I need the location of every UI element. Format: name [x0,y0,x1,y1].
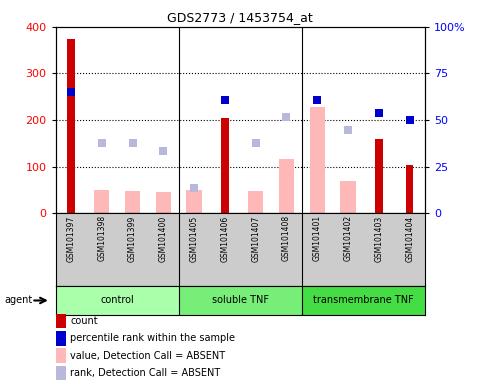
Text: control: control [100,295,134,306]
Bar [56,286,179,315]
Text: rank, Detection Call = ABSENT: rank, Detection Call = ABSENT [70,368,220,378]
Text: GSM101402: GSM101402 [343,215,353,262]
Bar [248,191,263,213]
Text: soluble TNF: soluble TNF [212,295,269,306]
Text: GSM101403: GSM101403 [374,215,384,262]
Bar [94,190,110,213]
Bar [186,190,202,213]
Text: percentile rank within the sample: percentile rank within the sample [70,333,235,343]
Text: GSM101406: GSM101406 [220,215,229,262]
Text: agent: agent [5,295,33,305]
Bar [406,165,413,213]
Bar [125,191,140,213]
Text: value, Detection Call = ABSENT: value, Detection Call = ABSENT [70,351,225,361]
Bar [302,286,425,315]
Bar [156,192,171,213]
Text: GSM101407: GSM101407 [251,215,260,262]
Text: count: count [70,316,98,326]
Text: GSM101399: GSM101399 [128,215,137,262]
Bar [221,118,229,213]
Text: transmembrane TNF: transmembrane TNF [313,295,414,306]
Bar [375,139,383,213]
Text: GSM101398: GSM101398 [97,215,106,262]
Bar [279,159,294,213]
Bar [179,286,302,315]
Text: GSM101408: GSM101408 [282,215,291,262]
Bar [67,38,75,213]
Bar [341,182,356,213]
Text: GSM101405: GSM101405 [190,215,199,262]
Text: GSM101400: GSM101400 [159,215,168,262]
Text: GSM101397: GSM101397 [67,215,75,262]
Title: GDS2773 / 1453754_at: GDS2773 / 1453754_at [168,11,313,24]
Bar [310,107,325,213]
Text: GSM101404: GSM101404 [405,215,414,262]
Text: GSM101401: GSM101401 [313,215,322,262]
